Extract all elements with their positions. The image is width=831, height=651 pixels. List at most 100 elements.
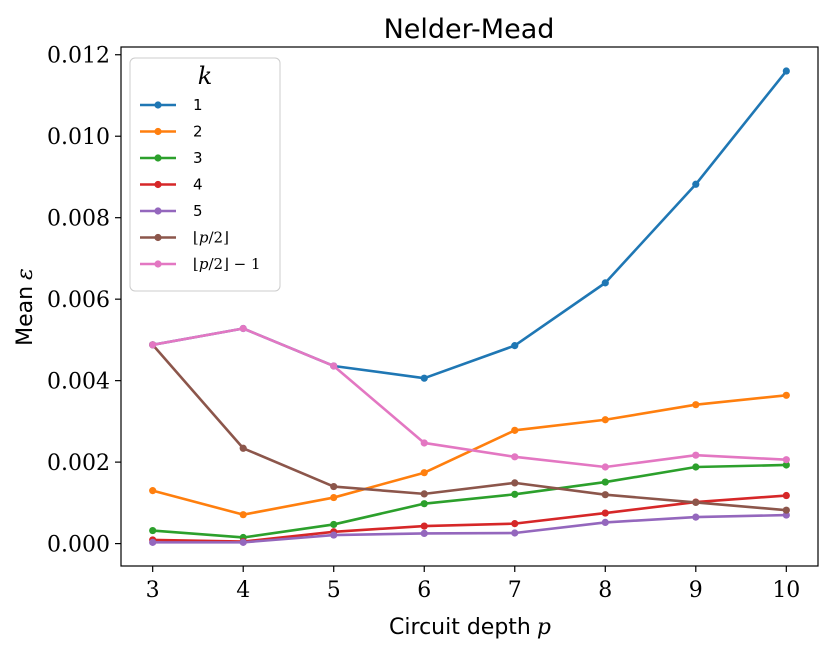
data-point <box>601 518 609 527</box>
y-tick-label: 0.006 <box>47 288 110 313</box>
data-point <box>511 529 519 537</box>
x-tick-label: 5 <box>327 578 341 603</box>
y-axis-label-var: ε <box>13 268 38 280</box>
data-point <box>692 463 700 471</box>
data-point <box>782 491 790 500</box>
legend-title: k <box>198 62 213 90</box>
data-point <box>330 531 338 539</box>
data-point <box>692 401 700 409</box>
data-point <box>149 538 157 546</box>
data-point <box>330 520 338 529</box>
data-point <box>601 416 609 424</box>
series-line-2 <box>152 394 787 516</box>
data-point <box>511 520 519 528</box>
legend-box <box>129 57 281 292</box>
legend-label: 1 <box>193 96 203 114</box>
x-axis-label-text: Circuit depth <box>389 615 531 640</box>
data-point <box>420 500 428 508</box>
legend-marker <box>154 207 162 215</box>
y-axis-label-text: Mean <box>13 286 38 346</box>
x-tick-label: 7 <box>508 578 522 603</box>
data-point <box>782 461 790 469</box>
data-point <box>782 391 790 399</box>
legend-label: ⌊p/2⌋ − 1 <box>193 255 261 273</box>
data-point <box>239 324 247 333</box>
chart-title: Nelder-Mead <box>384 14 555 45</box>
y-tick-label: 0.002 <box>47 451 110 476</box>
legend-entry-5: 5 <box>140 202 203 220</box>
x-tick-label: 9 <box>689 578 703 603</box>
data-point <box>511 426 519 434</box>
series-line-6 <box>151 343 787 512</box>
data-point <box>149 487 157 495</box>
series-line-3 <box>152 463 787 539</box>
x-tick-label: 8 <box>598 578 612 603</box>
data-point <box>511 453 519 461</box>
y-tick-label: 0.004 <box>47 370 110 395</box>
data-point <box>692 498 700 507</box>
y-tick-label: 0.012 <box>47 44 110 69</box>
data-point <box>601 463 609 471</box>
series-5 <box>149 511 790 546</box>
legend-entry-4: 4 <box>140 176 203 194</box>
data-point <box>601 509 609 517</box>
legend-entry-3: 3 <box>140 149 203 167</box>
axes: 3 4 5 6 7 8 9 10 0.000 0.002 0.004 0.006 0.008 0.010 0… <box>47 44 819 603</box>
legend-marker <box>154 233 162 242</box>
legend-label: 5 <box>193 202 203 220</box>
legend-entry-2: 2 <box>140 123 203 141</box>
data-point <box>149 526 157 535</box>
data-point <box>692 180 700 188</box>
data-point <box>692 513 700 521</box>
data-point <box>330 493 338 502</box>
legend-label: 2 <box>193 123 203 141</box>
legend-entry-1: 1 <box>140 96 203 114</box>
x-tick-label: 4 <box>236 578 250 603</box>
series-6 <box>149 341 790 514</box>
series-line-7 <box>152 327 787 469</box>
data-point <box>420 529 428 538</box>
legend-marker <box>154 260 162 268</box>
x-tick-label: 3 <box>146 578 160 603</box>
legend-entry-7: ⌊p/2⌋ − 1 <box>140 255 261 273</box>
y-axis-label: Mean ε <box>13 268 38 346</box>
data-point <box>601 279 609 287</box>
data-point <box>511 479 519 487</box>
data-point <box>511 342 519 350</box>
data-point <box>692 451 700 459</box>
data-point <box>782 506 790 514</box>
x-axis-label: Circuit depth p <box>389 615 551 640</box>
data-point <box>420 439 428 447</box>
legend-marker <box>154 127 162 136</box>
y-tick-label: 0.000 <box>47 533 110 558</box>
data-point <box>330 482 338 491</box>
data-point <box>420 374 428 382</box>
legend-marker <box>154 180 162 189</box>
y-tick-label: 0.010 <box>47 125 110 150</box>
x-tick-label: 10 <box>772 578 800 603</box>
axes-frame <box>120 46 819 567</box>
legend: k 1 2 3 4 5 ⌊p/2⌋ ⌊p/2⌋ − 1 <box>129 57 281 292</box>
legend-label: 3 <box>193 149 203 167</box>
legend-label: 4 <box>193 176 203 194</box>
data-point <box>239 538 247 546</box>
data-point <box>330 362 338 370</box>
series-line-5 <box>152 513 787 544</box>
data-point <box>420 490 428 498</box>
series-3 <box>149 461 790 542</box>
data-point <box>511 490 519 498</box>
data-point <box>601 491 609 499</box>
data-point <box>782 456 790 464</box>
data-point <box>420 522 428 530</box>
y-tick-label: 0.008 <box>47 207 110 232</box>
legend-label: ⌊p/2⌋ <box>193 229 229 247</box>
data-point <box>149 341 157 349</box>
x-tick-label: 6 <box>417 578 431 603</box>
data-point <box>239 444 247 452</box>
legend-marker <box>154 154 162 162</box>
legend-marker <box>154 101 162 109</box>
plot-area <box>149 67 790 546</box>
data-point <box>239 511 247 519</box>
legend-entry-6: ⌊p/2⌋ <box>140 229 229 247</box>
